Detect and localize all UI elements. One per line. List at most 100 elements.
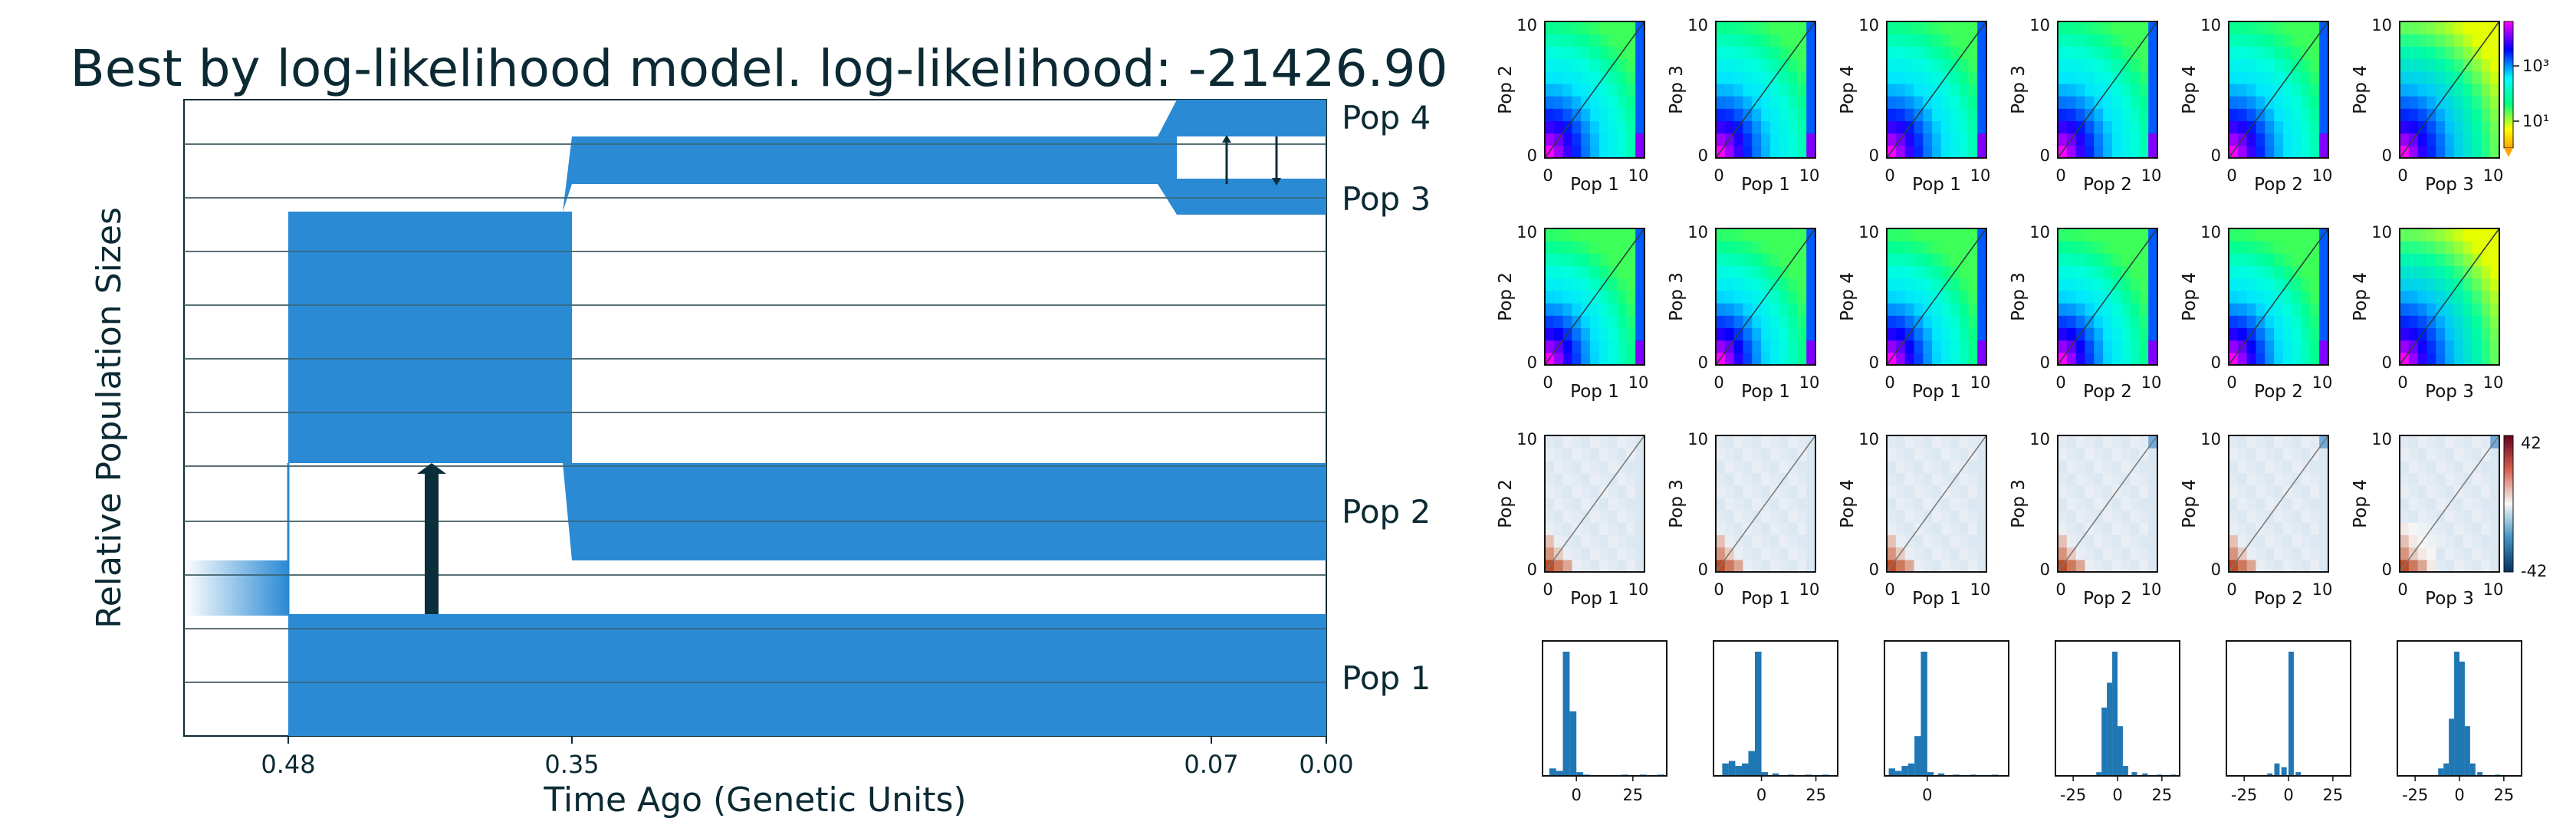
sfs-cell: [1716, 228, 1726, 242]
sfs-cell: [1806, 522, 1816, 536]
sfs-cell: [1752, 472, 1762, 486]
sfs-cell: [2481, 559, 2491, 573]
sfs-cell: [1733, 340, 1744, 353]
sfs-cell: [2463, 522, 2473, 536]
sfs-cell: [1572, 253, 1582, 267]
sfs-cell: [1716, 253, 1726, 267]
sfs-yaxis-label: Pop 4: [2180, 65, 2200, 114]
sfs-xtick-max: 10: [2483, 166, 2504, 185]
sfs-cell: [2463, 559, 2473, 573]
sfs-cell: [2472, 108, 2482, 122]
sfs-cell: [2445, 34, 2455, 47]
sfs-cell: [1779, 108, 1789, 122]
sfs-cell: [2075, 278, 2086, 291]
sfs-cell: [1914, 497, 1924, 511]
sfs-cell: [1788, 96, 1798, 109]
sfs-cell: [2121, 108, 2131, 122]
sfs-ytick-max: 10: [1687, 16, 1708, 34]
sfs-panel-frame: [2228, 228, 2329, 366]
sfs-cell: [2246, 448, 2257, 461]
sfs-cell: [1923, 265, 1933, 279]
sfs-cell: [1733, 315, 1744, 329]
sfs-cell: [1797, 71, 1807, 84]
sfs-cell: [1752, 315, 1762, 329]
sfs-cell: [1761, 120, 1771, 134]
sfs-cell: [1581, 83, 1591, 97]
sfs-cell: [1923, 315, 1933, 329]
sfs-cell: [2282, 497, 2293, 511]
sfs-ytick-zero: 0: [2382, 560, 2392, 579]
sfs-cell: [2066, 290, 2077, 304]
sfs-cell: [2436, 46, 2446, 60]
sfs-cell: [2103, 510, 2113, 523]
sfs-cell: [2229, 265, 2239, 279]
sfs-cell: [2436, 241, 2446, 254]
sfs-cell: [2058, 534, 2068, 548]
sfs-cell: [2085, 485, 2095, 498]
sfs-cell: [2111, 448, 2122, 461]
sfs-cell: [2139, 327, 2149, 341]
sfs-cell: [1617, 547, 1627, 560]
sfs-xtick-max: 10: [1970, 373, 1991, 392]
sfs-cell: [1752, 352, 1762, 366]
sfs-cell: [2103, 241, 2113, 254]
sfs-cell: [1598, 547, 1609, 560]
sfs-cell: [2121, 340, 2131, 353]
sfs-cell: [1743, 497, 1753, 511]
sfs-cell: [2400, 253, 2410, 267]
sfs-cell: [2310, 133, 2320, 146]
histogram-frame: [1542, 640, 1668, 777]
sfs-cell: [1950, 534, 1960, 548]
sfs-cell: [1598, 352, 1609, 366]
sfs-cell: [2436, 108, 2446, 122]
sfs-cell: [2463, 327, 2473, 341]
sfs-cell: [1914, 435, 1924, 449]
sfs-cell: [1895, 21, 1906, 34]
sfs-cell: [1608, 340, 1618, 353]
sfs-cell: [1635, 58, 1645, 72]
sfs-cell: [1950, 34, 1960, 47]
sfs-cell: [1904, 522, 1915, 536]
sfs-cell: [2426, 352, 2436, 366]
sfs-cell: [2282, 435, 2293, 449]
sfs-cell: [1797, 145, 1807, 159]
sfs-cell: [2319, 315, 2329, 329]
sfs-cell: [2148, 448, 2158, 461]
sfs-cell: [1598, 21, 1609, 34]
sfs-cell: [1959, 485, 1969, 498]
sfs-cell: [1806, 58, 1816, 72]
sfs-cell: [1733, 303, 1744, 316]
sfs-cell: [1959, 559, 1969, 573]
sfs-cell: [1904, 352, 1915, 366]
sfs-cell: [1626, 265, 1636, 279]
sfs-cell: [1940, 472, 1951, 486]
sfs-cell: [1545, 265, 1555, 279]
sfs-cell: [1806, 559, 1816, 573]
sfs-cell: [1590, 559, 1600, 573]
sfs-cell: [1553, 303, 1564, 316]
diagonal-line: [1715, 21, 1816, 159]
sfs-cell: [1617, 510, 1627, 523]
sfs-cell: [2453, 315, 2464, 329]
sfs-cell: [1553, 145, 1564, 159]
sfs-cell: [1761, 108, 1771, 122]
sfs-cell: [1562, 265, 1573, 279]
sfs-cell: [1904, 290, 1915, 304]
sfs-cell: [2319, 133, 2329, 146]
sfs-cell: [1977, 46, 1987, 60]
sfs-cell: [1779, 133, 1789, 146]
sfs-cell: [2417, 460, 2428, 474]
sfs-cell: [1769, 120, 1780, 134]
sfs-cell: [2400, 133, 2410, 146]
histogram-bar: [1937, 773, 1945, 776]
sfs-cell: [2075, 253, 2086, 267]
sfs-cell: [1635, 460, 1645, 474]
sfs-cell: [2417, 133, 2428, 146]
sfs-cell: [1553, 497, 1564, 511]
sfs-cell: [2292, 510, 2302, 523]
sfs-cell: [1959, 435, 1969, 449]
sfs-cell: [1590, 241, 1600, 254]
sfs-colorbar-label: 10³: [2522, 57, 2549, 75]
sfs-cell: [1779, 96, 1789, 109]
sfs-cell: [1716, 133, 1726, 146]
